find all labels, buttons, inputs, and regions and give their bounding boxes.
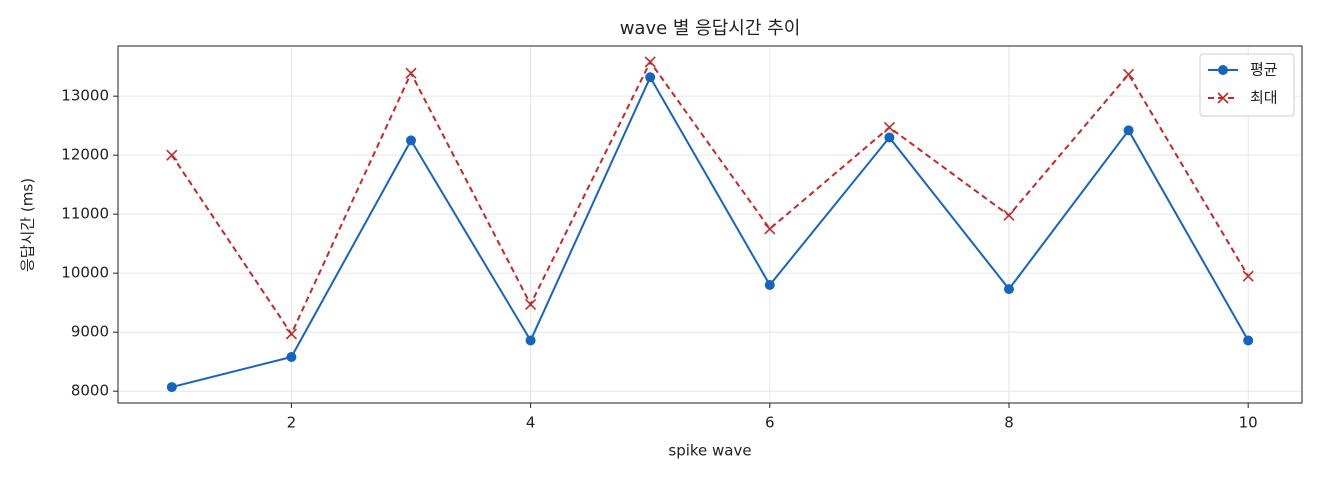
marker: [883, 121, 895, 133]
x-tick-label: 10: [1239, 414, 1258, 432]
y-tick-label: 8000: [71, 382, 109, 400]
marker: [1243, 335, 1254, 346]
legend-box: [1199, 53, 1295, 117]
legend-label: 평균: [1250, 61, 1278, 79]
marker: [764, 223, 776, 235]
x-tick-label: 8: [1004, 414, 1014, 432]
marker: [644, 56, 656, 68]
y-tick-label: 10000: [61, 264, 109, 282]
y-tick-label: 9000: [71, 323, 109, 341]
legend-marker: [1218, 65, 1228, 75]
x-axis-label: spike wave: [668, 442, 751, 460]
series-line: [171, 75, 1250, 389]
marker: [1242, 270, 1254, 282]
legend-label: 최대: [1250, 89, 1278, 107]
marker: [1003, 209, 1015, 221]
x-tick-label: 2: [287, 414, 297, 432]
y-tick-label: 11000: [61, 205, 109, 223]
series-line: [170, 59, 1250, 337]
marker: [525, 335, 536, 346]
marker: [406, 135, 417, 146]
marker: [1123, 68, 1135, 80]
x-tick-label: 6: [765, 414, 775, 432]
marker: [166, 382, 177, 393]
marker: [645, 72, 656, 83]
marker: [1003, 284, 1014, 295]
marker: [166, 149, 178, 161]
marker: [286, 351, 297, 362]
marker: [1123, 125, 1134, 136]
plot-frame: [117, 45, 1303, 404]
legend-marker: [1217, 92, 1229, 104]
y-axis-label: 응답시간 (ms): [19, 178, 37, 272]
chart-title: wave 별 응답시간 추이: [620, 18, 801, 39]
marker: [884, 132, 895, 143]
marker: [405, 67, 417, 79]
marker: [285, 328, 297, 340]
y-tick-label: 13000: [61, 87, 109, 105]
marker: [525, 298, 537, 311]
marker: [764, 279, 775, 290]
x-tick-label: 4: [526, 414, 536, 432]
y-tick-label: 12000: [61, 146, 109, 164]
